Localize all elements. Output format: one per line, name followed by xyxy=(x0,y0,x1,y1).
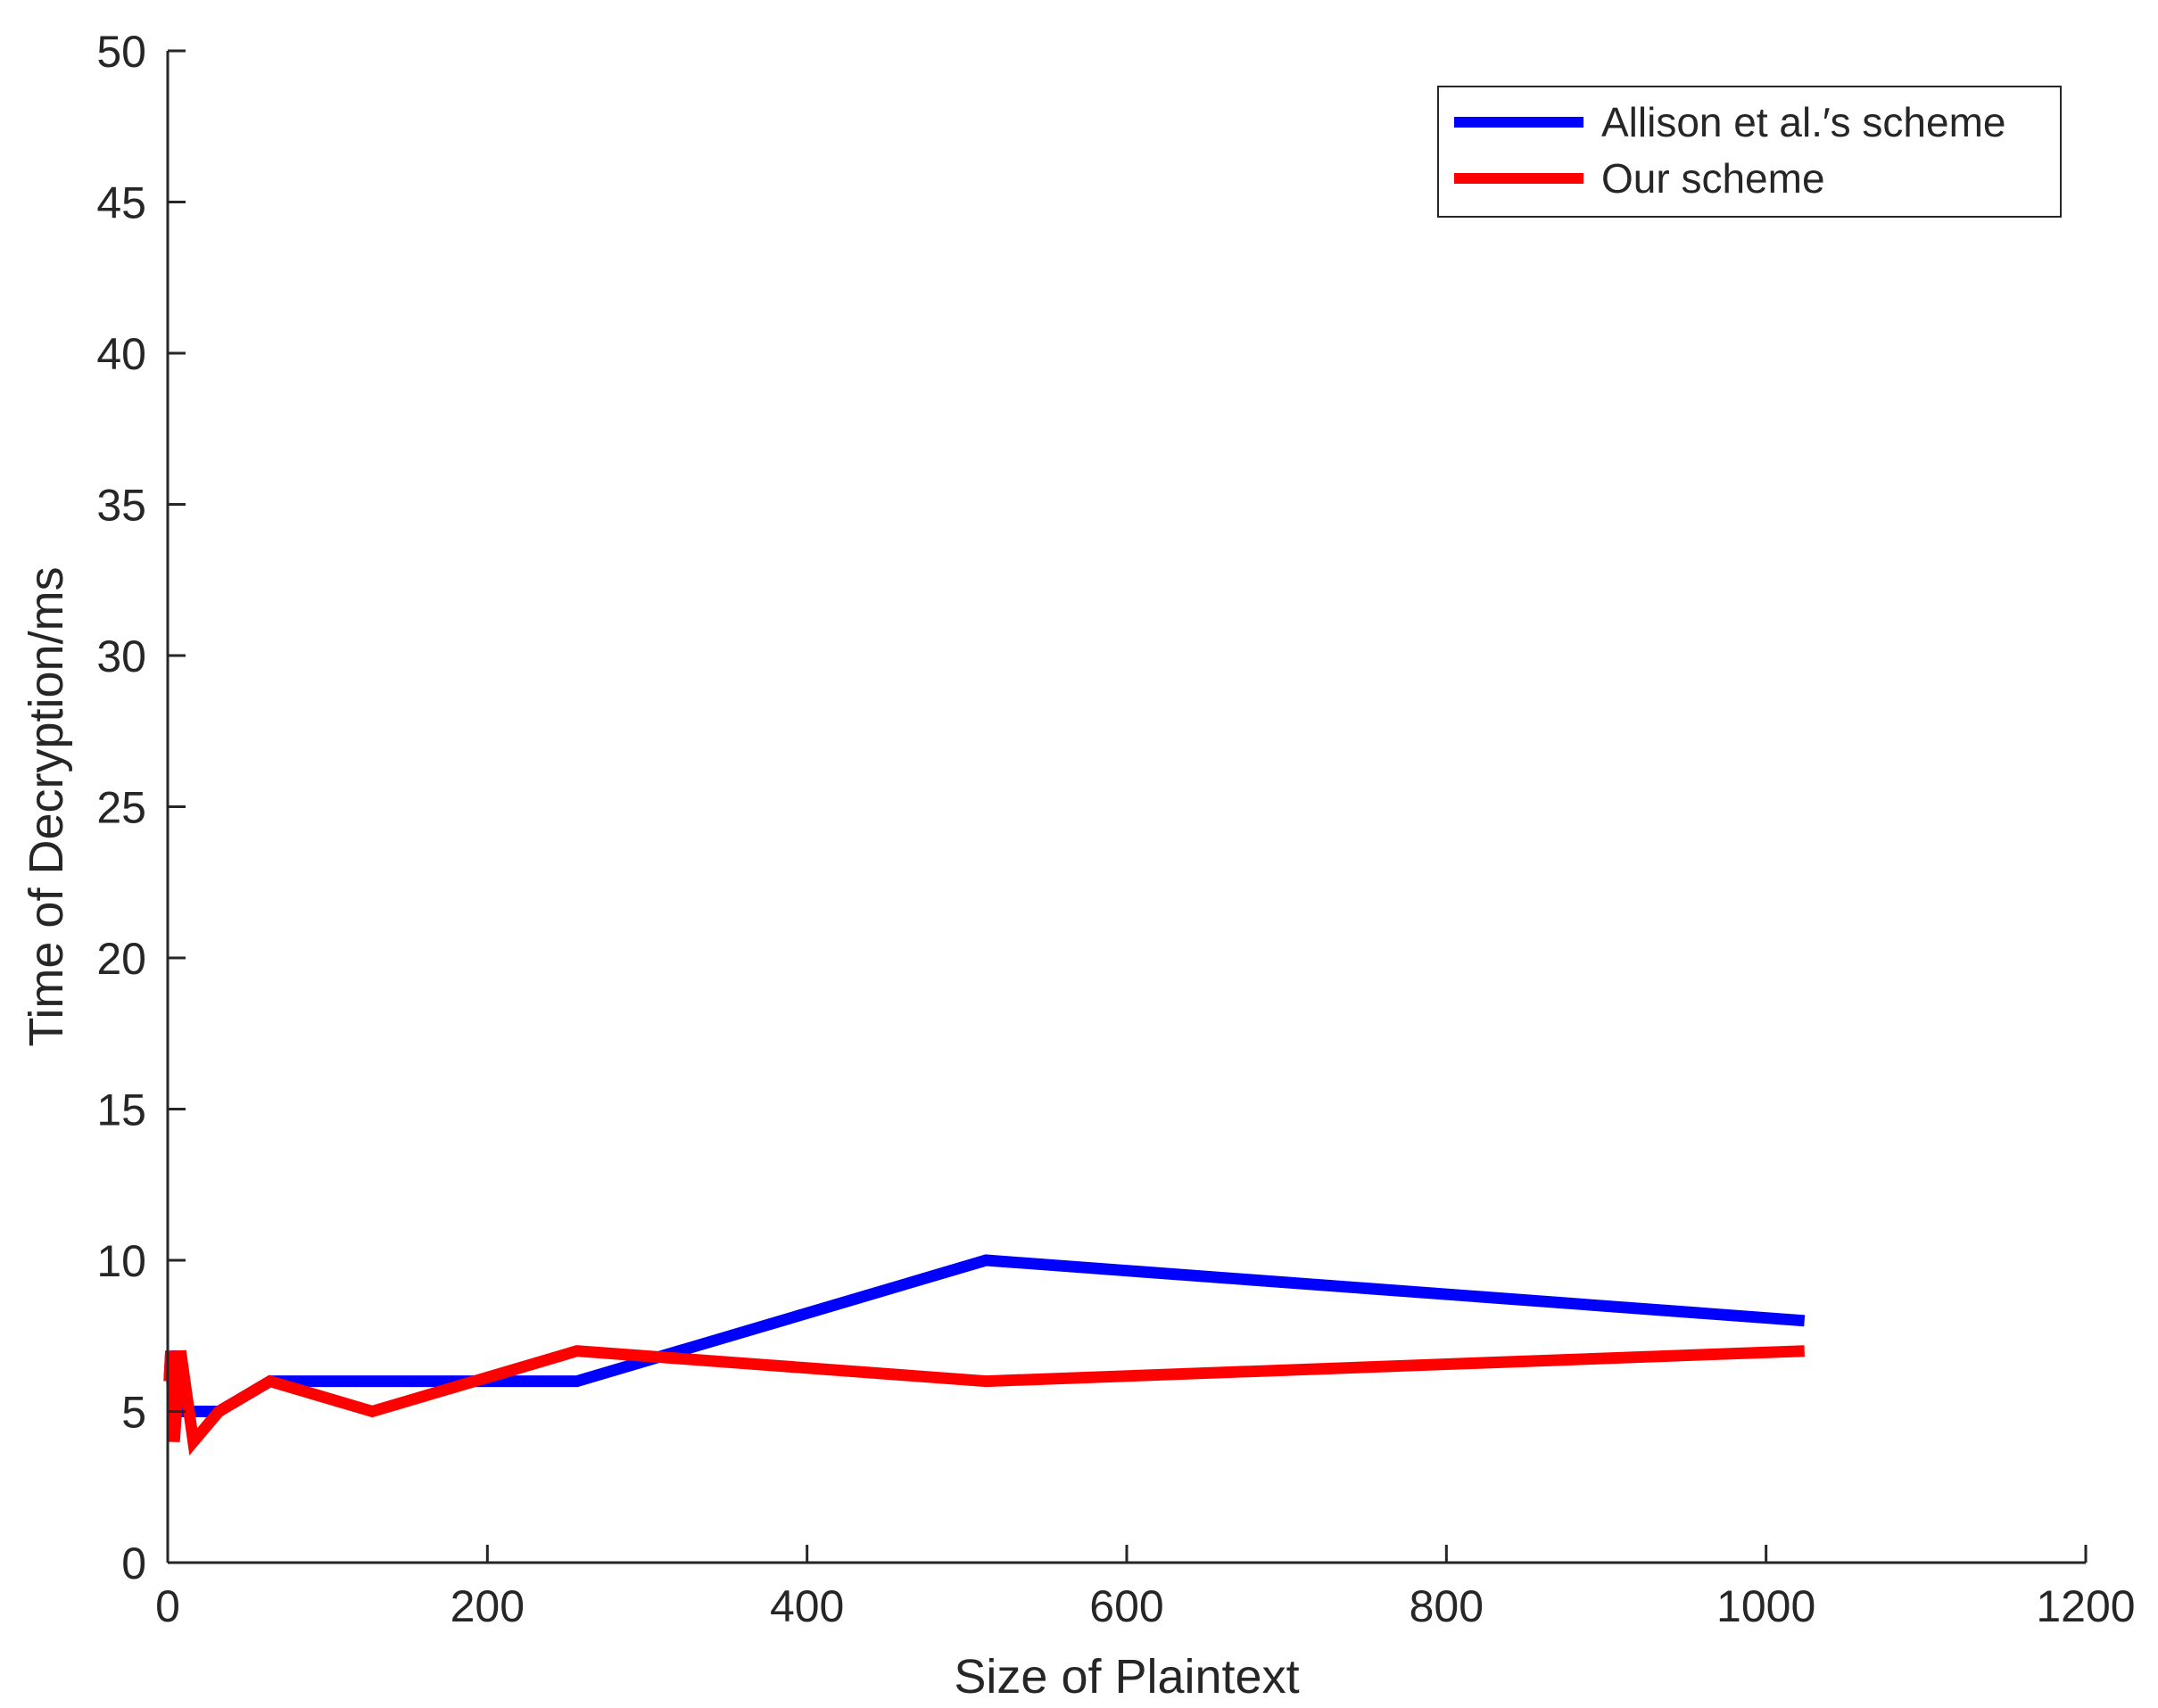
y-tick-label: 50 xyxy=(96,27,146,77)
legend-label-our-scheme: Our scheme xyxy=(1601,155,1825,202)
y-tick-label: 5 xyxy=(121,1388,146,1438)
legend: Allison et al.′s scheme Our scheme xyxy=(1437,86,2062,218)
series-line-our-scheme xyxy=(163,1345,1805,1456)
x-axis-label: Size of Plaintext xyxy=(954,1650,1299,1704)
x-tick-label: 1200 xyxy=(2036,1581,2135,1631)
x-tick-label: 0 xyxy=(155,1581,180,1631)
y-tick-label: 0 xyxy=(121,1539,146,1588)
x-tick-label: 200 xyxy=(451,1581,525,1631)
y-tick-label: 20 xyxy=(96,934,146,984)
legend-box xyxy=(1437,86,2062,218)
plot-area xyxy=(163,1254,1806,1456)
axes xyxy=(166,51,2086,1564)
y-tick-label: 30 xyxy=(96,631,146,681)
series-line-allison-scheme xyxy=(163,1254,1806,1417)
y-tick-label: 40 xyxy=(96,329,146,379)
x-tick-label: 1000 xyxy=(1716,1581,1815,1631)
y-tick-label: 10 xyxy=(96,1236,146,1286)
y-axis-label: Time of Decryption/ms xyxy=(20,566,73,1046)
x-tick-label: 400 xyxy=(770,1581,844,1631)
x-tick-label: 600 xyxy=(1089,1581,1163,1631)
legend-label-allison: Allison et al.′s scheme xyxy=(1601,99,2006,145)
y-tick-label: 35 xyxy=(96,481,146,531)
ticks: 0 200 400 600 800 1000 1200 0 5 10 15 20 25 30 35 40 45 5… xyxy=(96,27,2135,1631)
y-tick-label: 15 xyxy=(96,1085,146,1135)
x-tick-label: 800 xyxy=(1410,1581,1484,1631)
y-tick-label: 25 xyxy=(96,783,146,833)
y-tick-label: 45 xyxy=(96,178,146,228)
